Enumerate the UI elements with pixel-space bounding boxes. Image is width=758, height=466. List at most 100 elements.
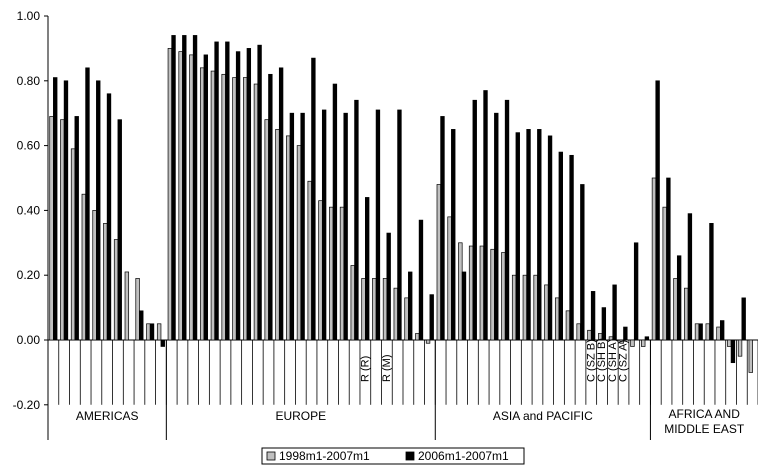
bar xyxy=(447,216,452,341)
bar xyxy=(81,193,86,341)
bar xyxy=(235,51,241,341)
bar xyxy=(246,48,252,341)
region-label: MIDDLE EAST xyxy=(664,422,745,436)
region-label: ASIA and PACIFIC xyxy=(493,409,593,423)
bar xyxy=(167,48,173,341)
bar xyxy=(135,278,140,341)
bar xyxy=(601,307,607,341)
bar xyxy=(149,323,155,341)
bar xyxy=(160,339,165,347)
bar xyxy=(590,291,596,341)
y-tick-label: 0.40 xyxy=(17,203,41,217)
bar xyxy=(655,80,660,341)
bar-label: C (SZ A) xyxy=(618,340,630,382)
legend-label-2: 2006m1-2007m1 xyxy=(418,449,509,463)
bar-label: C (SZ B) xyxy=(585,339,597,382)
bar xyxy=(404,297,409,341)
bar xyxy=(49,116,54,341)
bar xyxy=(393,287,398,341)
bar xyxy=(619,339,624,344)
bar xyxy=(365,197,370,341)
bar xyxy=(479,245,485,341)
bar xyxy=(472,99,477,341)
bar xyxy=(361,278,366,341)
legend-label-1: 1998m1-2007m1 xyxy=(279,449,370,463)
bars xyxy=(49,35,753,373)
bar xyxy=(569,154,574,341)
bar xyxy=(296,145,302,341)
bar xyxy=(687,213,693,341)
bar xyxy=(741,297,746,341)
bar xyxy=(468,245,474,341)
y-tick-label: 1.00 xyxy=(17,9,41,23)
legend: 1998m1-2007m1 2006m1-2007m1 xyxy=(261,447,525,465)
labels: AMERICAS EUROPE ASIA and PACIFIC AFRICA AND… xyxy=(76,338,745,436)
bar xyxy=(694,323,700,341)
bar xyxy=(461,271,467,341)
bar xyxy=(117,119,122,341)
bar xyxy=(221,73,226,341)
bar xyxy=(547,135,553,341)
bar xyxy=(716,326,721,341)
bar xyxy=(666,177,671,341)
bar xyxy=(192,35,198,341)
bar xyxy=(289,112,295,341)
bar xyxy=(490,248,495,341)
bar xyxy=(286,135,291,341)
bar xyxy=(644,336,650,341)
bar xyxy=(580,184,585,341)
bar xyxy=(329,206,334,341)
bar xyxy=(311,57,316,341)
bar xyxy=(684,287,689,341)
bar xyxy=(182,35,187,341)
bar xyxy=(264,119,269,341)
bar xyxy=(156,323,162,341)
bar xyxy=(576,323,581,341)
bar xyxy=(253,83,259,341)
bar xyxy=(199,67,205,341)
bar xyxy=(300,112,305,341)
bar xyxy=(633,242,639,341)
bar xyxy=(630,339,635,347)
y-tick-label: 0.80 xyxy=(17,74,41,88)
bar xyxy=(243,77,248,341)
bar xyxy=(354,99,359,341)
bar xyxy=(537,129,542,341)
bar xyxy=(587,329,592,341)
bar xyxy=(60,119,65,341)
bar xyxy=(483,90,488,341)
bar xyxy=(709,223,714,341)
bar xyxy=(676,255,682,341)
region-label: AMERICAS xyxy=(76,409,139,423)
bar xyxy=(458,242,463,341)
bar xyxy=(203,54,208,341)
bar xyxy=(214,41,219,341)
axes: -0.20 0.00 0.20 0.40 0.60 0.80 1.00 xyxy=(13,9,758,440)
bar xyxy=(372,278,377,341)
bar xyxy=(436,184,441,341)
bar-label: C (SH A) xyxy=(607,339,619,382)
bar xyxy=(544,284,549,341)
bar xyxy=(96,80,101,341)
bar xyxy=(63,80,69,341)
bar xyxy=(382,278,388,341)
bar xyxy=(429,294,434,341)
bar xyxy=(408,271,413,341)
bar xyxy=(139,310,144,341)
bar xyxy=(612,284,617,341)
bar xyxy=(307,180,312,341)
bar xyxy=(397,109,402,341)
y-tick-label: 0.60 xyxy=(17,139,41,153)
region-label: EUROPE xyxy=(275,409,326,423)
bar xyxy=(451,129,456,341)
bar xyxy=(418,219,424,341)
bar xyxy=(350,265,355,341)
bar xyxy=(103,223,108,341)
bar-label: R (R) xyxy=(359,356,371,382)
bar xyxy=(53,77,58,341)
bar xyxy=(257,44,262,341)
bar xyxy=(178,51,183,341)
y-tick-label: -0.20 xyxy=(13,398,41,412)
y-tick-label: 0.20 xyxy=(17,268,41,282)
bar xyxy=(565,310,571,341)
